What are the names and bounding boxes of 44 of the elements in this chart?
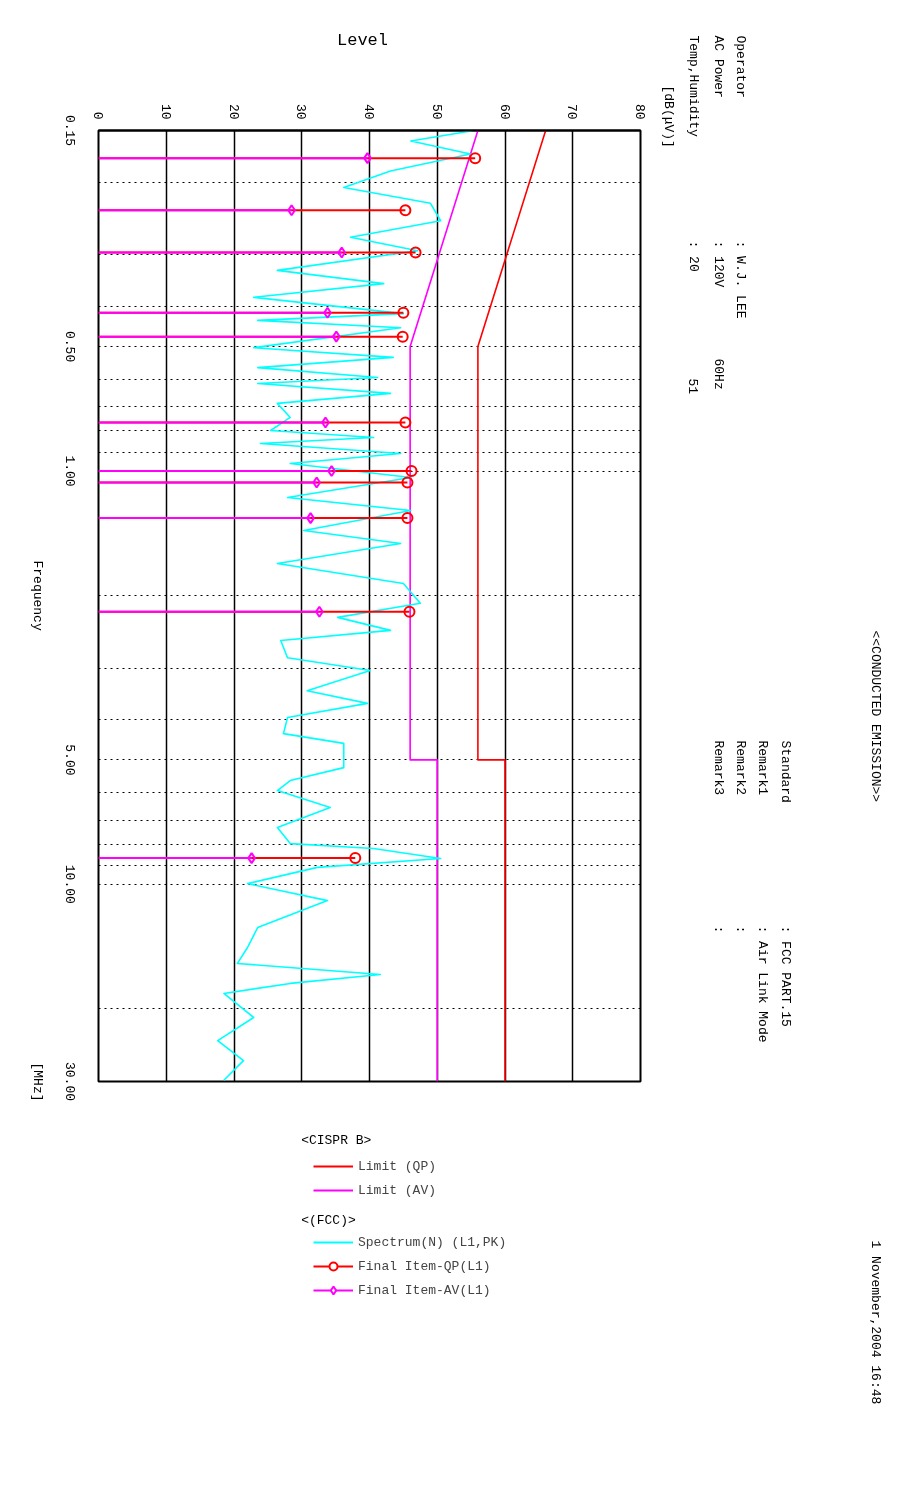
text: Remark3 [711, 740, 726, 796]
x-tick-label: 50 [428, 103, 444, 120]
x-tick-label: 40 [361, 103, 376, 120]
text: Remark2 [733, 740, 748, 796]
text: : W.J. LEE [733, 240, 748, 319]
x-tick-label: 70 [564, 103, 580, 120]
y-tick-label: 30.00 [62, 1062, 77, 1102]
text: <CISPR B> [301, 1133, 372, 1148]
text: Operator [733, 35, 748, 98]
y-axis-title: Frequency [30, 560, 45, 631]
x-tick-label: 80 [632, 103, 647, 120]
text: 51 [685, 378, 700, 395]
legend-label: Final Item-AV(L1) [358, 1282, 491, 1298]
text: : Air Link Mode [755, 925, 770, 1043]
text: [dB(μV)] [661, 85, 676, 148]
legend-label: Limit (QP) [358, 1158, 437, 1174]
y-tick-label: 5.00 [62, 744, 77, 776]
x-tick-label: 20 [225, 103, 241, 120]
text: 60Hz [711, 358, 726, 390]
text: : [733, 925, 748, 934]
text: AC Power [711, 35, 726, 98]
y-tick-label: 0.50 [62, 331, 77, 363]
text: : [711, 925, 726, 934]
legend-label: Spectrum(N) (L1,PK) [358, 1234, 507, 1250]
text: [MHz] [30, 1062, 45, 1102]
x-tick-label: 10 [157, 103, 173, 120]
x-tick-label: 30 [293, 103, 309, 120]
text: : FCC PART.15 [778, 925, 793, 1027]
text: : 120V [711, 240, 726, 288]
text: <(FCC)> [301, 1213, 356, 1228]
legend-label: Final Item-QP(L1) [358, 1258, 491, 1274]
text: <<CONDUCTED EMISSION>> [868, 630, 883, 803]
y-tick-label: 10.00 [62, 864, 77, 904]
text: Temp,Humidity [686, 35, 701, 138]
text: Remark1 [755, 740, 770, 796]
text: : 20 [686, 240, 701, 272]
y-tick-label: 1.00 [62, 455, 77, 487]
text: 1 November,2004 16:48 [868, 1240, 883, 1405]
x-axis-title: Level [336, 31, 388, 50]
legend-label: Limit (AV) [358, 1182, 437, 1198]
x-tick-label: 0 [90, 111, 105, 120]
text: Standard [778, 740, 793, 803]
y-tick-label: 0.15 [62, 114, 77, 147]
x-tick-label: 60 [496, 103, 512, 120]
